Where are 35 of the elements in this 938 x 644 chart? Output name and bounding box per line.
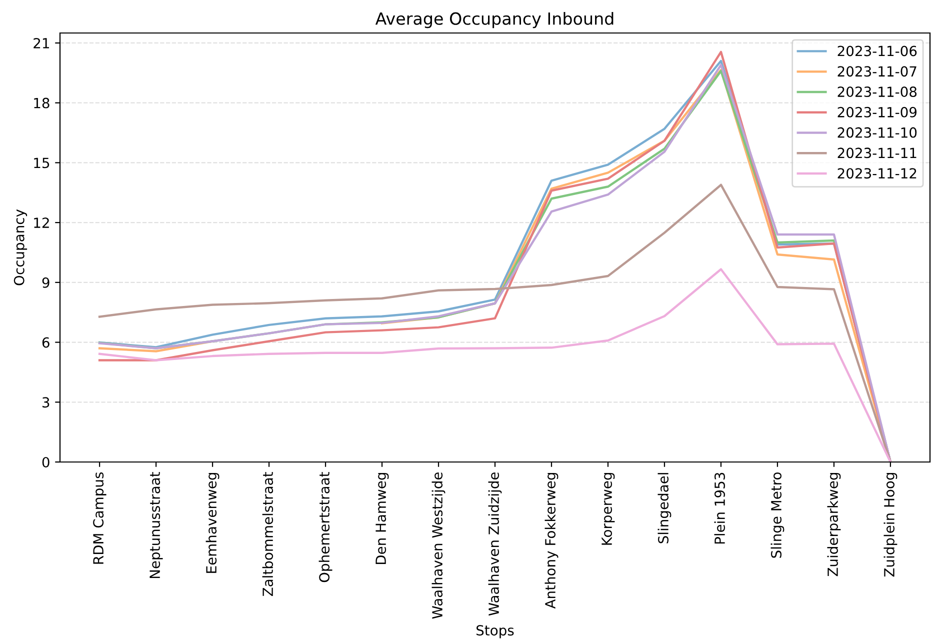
legend-label: 2023-11-11 (838, 148, 916, 158)
y-tick-label: 9 (42, 277, 50, 288)
line-series (98, 268, 892, 462)
x-tick-label: Ophemertstraat (318, 472, 332, 582)
x-tick-label: Den Hamweg (376, 472, 389, 564)
chart-title: Average Occupancy Inbound (375, 12, 614, 28)
y-tick-label: 12 (34, 218, 49, 228)
legend-label: 2023-11-07 (838, 66, 916, 77)
x-tick-label: Waalhaven Zuidzijde (488, 472, 502, 616)
x-tick-label: Korperweg (602, 472, 615, 545)
y-tick-label: 21 (34, 38, 49, 48)
x-tick-label: Eemhavenweg (206, 472, 220, 573)
y-tick-label: 0 (42, 456, 50, 468)
y-tick-label: 15 (34, 158, 50, 168)
x-tick-label: Zuidplein Hoog (884, 472, 898, 577)
x-tick-label: Plein 1953 (714, 472, 726, 544)
legend-label: 2023-11-08 (838, 86, 917, 98)
y-tick-label: 18 (34, 98, 50, 108)
x-tick-label: Zaltbommelstraat (262, 472, 274, 596)
legend-label: 2023-11-06 (838, 46, 917, 56)
y-tick-label: 3 (42, 397, 50, 408)
x-tick-label: Slingedael (658, 473, 672, 544)
x-tick-label: Zuiderparkweg (827, 472, 841, 576)
x-tick-label: Waalhaven Westzijde (432, 472, 446, 619)
legend-label: 2023-11-12 (838, 168, 916, 179)
legend-label: 2023-11-09 (838, 106, 917, 118)
line-series (98, 184, 892, 462)
legend-label: 2023-11-10 (838, 127, 917, 138)
x-tick-label: Anthony Fokkerweg (544, 472, 558, 609)
x-tick-label: Neptunusstraat (150, 472, 163, 578)
y-axis-title: Occupancy (14, 209, 28, 286)
y-tick-label: 6 (42, 337, 50, 348)
x-tick-label: RDM Campus (93, 472, 106, 564)
x-tick-label: Slinge Metro (770, 472, 784, 558)
x-axis-title: Stops (476, 625, 514, 638)
